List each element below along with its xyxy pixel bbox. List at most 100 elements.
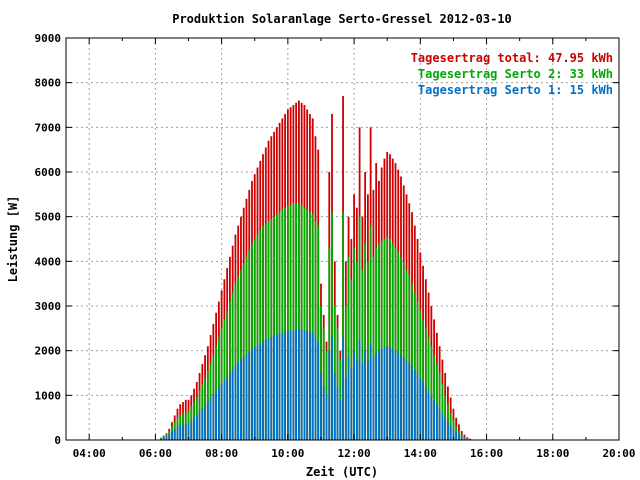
bar-serto1 [389, 347, 391, 440]
bar-serto1 [309, 331, 311, 440]
bar-serto1 [245, 354, 248, 440]
bar-serto1 [361, 364, 364, 440]
bar-serto1 [344, 377, 347, 440]
bar-serto2 [240, 270, 242, 440]
bar-serto1 [168, 434, 171, 440]
bar-serto2 [342, 212, 344, 440]
bar-serto1 [419, 378, 422, 440]
bar-serto2 [394, 247, 397, 440]
bar-serto2 [273, 216, 275, 440]
bar-serto2 [361, 270, 364, 440]
x-tick-label: 14:00 [404, 447, 437, 460]
bar-serto2 [231, 292, 234, 440]
bar-serto2 [278, 212, 281, 440]
bar-serto1 [460, 436, 463, 440]
bar-serto2 [281, 209, 284, 440]
bar-serto1 [229, 373, 231, 440]
bar-serto1 [201, 408, 204, 440]
y-tick-label: 1000 [35, 389, 62, 402]
bar-serto2 [372, 256, 375, 440]
bar-serto2 [292, 203, 295, 440]
legend: Tagesertrag total: 47.95 kWh Tagesertrag … [411, 51, 613, 97]
bar-serto1 [366, 359, 369, 440]
bar-serto1 [400, 355, 402, 440]
bar-serto2 [424, 328, 427, 440]
bar-serto1 [209, 398, 212, 440]
bar-serto1 [223, 380, 226, 440]
bar-serto2 [275, 214, 278, 440]
bar-serto2 [366, 261, 369, 440]
bar-serto2 [245, 256, 248, 440]
bar-serto1 [441, 413, 444, 440]
bar-serto1 [179, 425, 182, 440]
bar-serto2 [284, 207, 287, 440]
bar-serto1 [212, 394, 215, 440]
bar-serto1 [303, 330, 306, 440]
bar-serto2 [317, 225, 320, 440]
bar-serto2 [331, 212, 333, 440]
bars-layer [157, 96, 474, 441]
bar-serto1 [195, 415, 198, 440]
bar-serto1 [193, 417, 195, 440]
plot-frame [65, 37, 620, 441]
bar-serto2 [264, 223, 267, 440]
bar-serto1 [231, 369, 234, 440]
bar-serto2 [378, 243, 380, 440]
bar-serto1 [380, 348, 383, 440]
bar-serto2 [237, 276, 240, 440]
bar-serto2 [306, 209, 309, 440]
bar-serto2 [413, 292, 416, 440]
bar-serto1 [217, 387, 220, 440]
bar-serto1 [237, 362, 240, 440]
bar-serto1 [372, 357, 375, 440]
bar-serto1 [281, 332, 284, 440]
bar-serto2 [355, 261, 358, 440]
bar-serto1 [220, 383, 223, 440]
bar-serto1 [171, 431, 173, 440]
bar-serto2 [314, 221, 317, 440]
bar-serto1 [350, 368, 353, 440]
bar-serto2 [226, 310, 229, 440]
bar-serto2 [383, 239, 386, 440]
axis-ticks: 0 1000 2000 3000 4000 5000 6000 7000 8000 9000 04:… [35, 32, 636, 460]
bar-serto1 [273, 335, 275, 440]
bar-serto2 [358, 216, 361, 440]
bar-serto1 [278, 333, 281, 440]
bar-serto1 [411, 366, 413, 440]
bar-serto1 [289, 330, 292, 440]
bar-serto2 [408, 274, 411, 440]
bar-serto1 [284, 331, 287, 440]
bar-serto1 [438, 409, 441, 440]
bar-serto1 [306, 331, 309, 440]
y-tick-label: 5000 [35, 211, 62, 224]
bar-serto2 [322, 328, 325, 440]
bar-serto2 [416, 301, 419, 440]
bar-serto1 [262, 341, 264, 440]
bar-serto1 [256, 345, 259, 440]
bar-serto2 [234, 283, 237, 440]
x-tick-label: 12:00 [338, 447, 371, 460]
bar-serto1 [320, 373, 322, 440]
bar-serto1 [173, 428, 176, 440]
bar-serto2 [364, 243, 367, 440]
bar-serto2 [444, 395, 447, 440]
bar-serto1 [234, 365, 237, 440]
bar-serto1 [375, 352, 378, 440]
bar-serto1 [295, 329, 298, 440]
x-tick-label: 18:00 [536, 447, 569, 460]
bar-serto2 [298, 203, 300, 440]
bar-serto1 [416, 374, 419, 440]
bar-serto2 [402, 261, 405, 440]
bar-serto2 [386, 236, 389, 440]
y-tick-label: 8000 [35, 77, 62, 90]
y-tick-label: 3000 [35, 300, 62, 313]
bar-serto1 [253, 347, 256, 440]
bar-serto1 [342, 337, 344, 440]
bar-serto1 [336, 386, 339, 440]
y-tick-label: 7000 [35, 121, 62, 134]
x-tick-label: 10:00 [271, 447, 304, 460]
x-axis-label: Zeit (UTC) [306, 465, 378, 479]
legend-entry-total: Tagesertrag total: 47.95 kWh [411, 51, 613, 65]
bar-serto2 [438, 373, 441, 440]
bar-serto1 [267, 338, 270, 440]
